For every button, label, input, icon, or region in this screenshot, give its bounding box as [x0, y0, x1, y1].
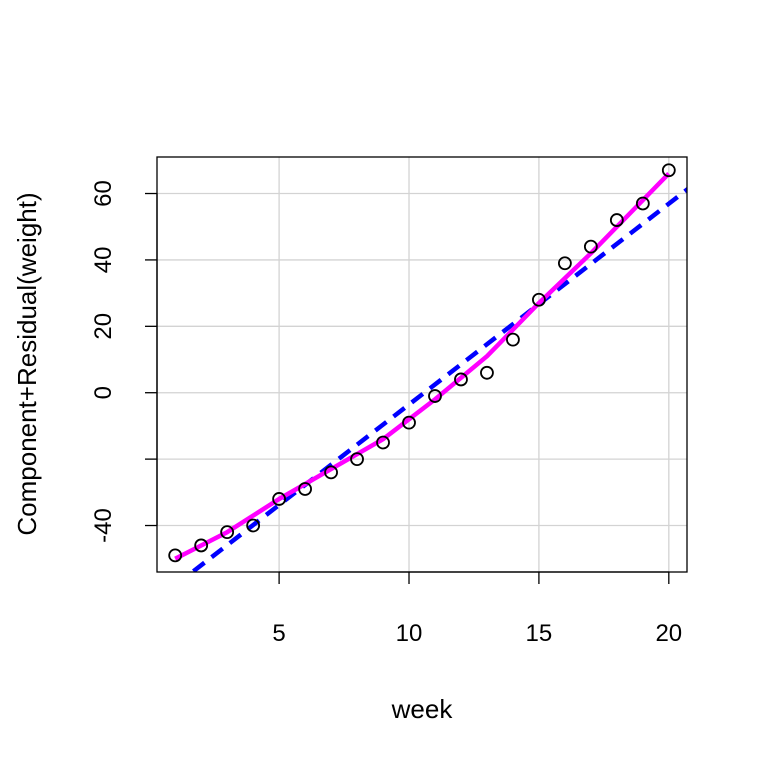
- y-tick-label: 20: [90, 313, 117, 340]
- data-point: [609, 213, 624, 227]
- data-points: [168, 163, 676, 563]
- y-tick-label: 40: [90, 247, 117, 274]
- x-tick-label: 10: [396, 620, 423, 647]
- x-tick-label: 15: [526, 620, 553, 647]
- plot-frame: [156, 156, 688, 573]
- data-point: [661, 163, 676, 178]
- data-point: [454, 372, 468, 387]
- data-point: [376, 435, 390, 450]
- grid-lines: [157, 157, 687, 572]
- data-point: [194, 538, 209, 553]
- data-point: [557, 256, 572, 271]
- data-point: [272, 492, 287, 506]
- data-point: [635, 196, 650, 211]
- y-tick-label: 0: [90, 386, 117, 399]
- data-point: [402, 415, 416, 430]
- smooth-fit-line: [174, 172, 671, 561]
- y-tick-label: -40: [90, 508, 117, 543]
- y-axis-label: Component+Residual(weight): [12, 192, 42, 535]
- data-point: [428, 389, 442, 403]
- data-point: [246, 518, 261, 533]
- data-point: [324, 465, 338, 480]
- x-axis-label: week: [391, 694, 454, 724]
- linear-fit-line: [188, 186, 687, 572]
- data-point: [298, 482, 312, 496]
- data-point: [583, 239, 598, 254]
- data-point: [480, 365, 494, 380]
- y-tick-label: 60: [90, 180, 117, 207]
- data-point: [506, 332, 520, 347]
- x-tick-label: 20: [655, 620, 682, 647]
- data-point: [220, 525, 235, 540]
- data-point: [350, 452, 364, 467]
- axes: 5 10 15 20 -40 0 20 40 60: [90, 180, 682, 647]
- data-point: [168, 548, 183, 563]
- fit-lines: [174, 172, 687, 572]
- x-tick-label: 5: [272, 620, 285, 647]
- data-point: [532, 292, 546, 307]
